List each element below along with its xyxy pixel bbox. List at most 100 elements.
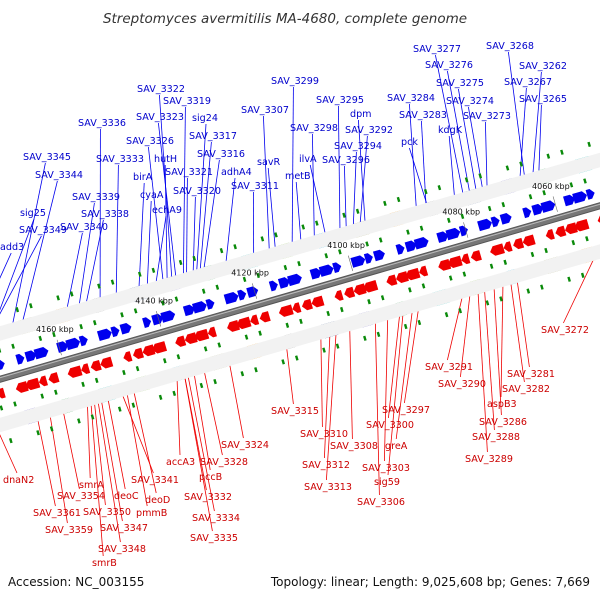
gene-label-forward[interactable]: SAV_3274 (446, 96, 494, 107)
gene-label-reverse[interactable]: pccB (199, 472, 222, 483)
gene-label-reverse[interactable]: pmmB (136, 508, 167, 519)
gene-label-reverse[interactable]: SAV_3282 (502, 384, 550, 395)
gene-label-forward[interactable]: SAV_3336 (78, 118, 126, 129)
gene-label-forward[interactable]: echA9 (152, 205, 182, 216)
gene-label-reverse[interactable]: SAV_3291 (425, 362, 473, 373)
gene-label-forward[interactable]: SAV_3323 (136, 112, 184, 123)
gene-label-reverse[interactable]: smrB (92, 558, 117, 569)
gene-label-forward[interactable]: SAV_3265 (519, 94, 567, 105)
gene-label-reverse[interactable]: deoC (114, 491, 139, 502)
gene-label-forward[interactable]: adhA4 (221, 167, 252, 178)
map-title: Streptomyces avermitilis MA-4680, comple… (103, 11, 467, 27)
gene-label-forward[interactable]: SAV_3340 (60, 222, 108, 233)
track-tick (444, 312, 449, 318)
gene-label-reverse[interactable]: SAV_3359 (45, 525, 93, 536)
gene-label-forward[interactable]: SAV_3320 (173, 186, 221, 197)
gene-label-reverse[interactable]: SAV_3335 (190, 533, 238, 544)
gene-label-forward[interactable]: hutH (154, 154, 177, 165)
gene-label-forward[interactable]: kdgK (438, 125, 463, 136)
gene-label-reverse[interactable]: greA (385, 441, 408, 452)
gene-label-forward[interactable]: SAV_3339 (72, 192, 120, 203)
gene-label-forward[interactable]: cyaA (140, 190, 164, 201)
gene-label-forward[interactable]: SAV_3262 (519, 61, 567, 72)
gene-label-reverse[interactable]: sig59 (374, 477, 400, 488)
gene-label-forward[interactable]: SAV_3311 (231, 181, 279, 192)
gene-label-reverse[interactable]: SAV_3324 (221, 440, 269, 451)
gene-label-forward[interactable]: SAV_3345 (23, 152, 71, 163)
track-tick (378, 237, 383, 243)
gene-label-forward[interactable]: SAV_3333 (96, 154, 144, 165)
gene-label-forward[interactable]: SAV_3292 (345, 125, 393, 136)
gene-label-reverse[interactable]: dnaN2 (3, 475, 34, 486)
gene-label-reverse[interactable]: SAV_3300 (366, 420, 414, 431)
gene-label-forward[interactable]: SAV_3268 (486, 41, 534, 52)
gene-label-forward[interactable]: SAV_3326 (126, 136, 174, 147)
gene-label-forward[interactable]: ilvA (299, 154, 317, 165)
gene-label-forward[interactable]: SAV_3322 (137, 84, 185, 95)
gene-label-reverse[interactable]: smrA (79, 480, 104, 491)
gene-label-forward[interactable]: SAV_3267 (504, 77, 552, 88)
gene-label-forward[interactable]: savR (257, 157, 281, 168)
gene-label-forward[interactable]: sig25 (20, 208, 46, 219)
gene-label-forward[interactable]: SAV_3298 (290, 123, 338, 134)
gene-label-forward[interactable]: SAV_3317 (189, 131, 237, 142)
gene-label-forward[interactable]: SAV_3273 (463, 111, 511, 122)
gene-label-reverse[interactable]: SAV_3312 (302, 460, 350, 471)
gene-label-reverse[interactable]: aspB3 (487, 399, 517, 410)
gene-label-reverse[interactable]: SAV_3328 (200, 457, 248, 468)
gene-label-reverse[interactable]: SAV_3348 (98, 544, 146, 555)
gene-label-forward[interactable]: SAV_3299 (271, 76, 319, 87)
gene-label-reverse[interactable]: deoD (145, 495, 170, 506)
gene-label-reverse[interactable]: SAV_3361 (33, 508, 81, 519)
gene-label-forward[interactable]: SAV_3319 (163, 96, 211, 107)
gene-label-forward[interactable]: SAV_3316 (197, 149, 245, 160)
gene-label-forward[interactable]: metB (285, 171, 311, 182)
gene-label-forward[interactable]: SAV_3294 (334, 141, 382, 152)
gene-label-reverse[interactable]: SAV_3306 (357, 497, 405, 508)
gene-label-forward[interactable]: add3 (0, 242, 24, 253)
gene-label-reverse[interactable]: SAV_3308 (330, 441, 378, 452)
reverse-gene-arrow (278, 304, 294, 317)
gene-label-reverse[interactable]: accA3 (166, 457, 195, 468)
label-connector-line (538, 104, 542, 182)
gene-label-forward[interactable]: SAV_3307 (241, 105, 289, 116)
gene-label-reverse[interactable]: SAV_3303 (362, 463, 410, 474)
gene-label-forward[interactable]: SAV_3296 (322, 155, 370, 166)
gene-label-reverse[interactable]: SAV_3341 (131, 475, 179, 486)
gene-label-forward[interactable]: birA (133, 172, 153, 183)
label-connector-line (148, 146, 165, 291)
gene-label-reverse[interactable]: SAV_3350 (83, 507, 131, 518)
gene-label-reverse[interactable]: SAV_3334 (192, 513, 240, 524)
gene-label-reverse[interactable]: SAV_3332 (184, 492, 232, 503)
gene-label-reverse[interactable]: SAV_3289 (465, 454, 513, 465)
label-connector-line (48, 406, 68, 524)
gene-label-forward[interactable]: SAV_3349 (19, 225, 67, 236)
gene-label-reverse[interactable]: SAV_3288 (472, 432, 520, 443)
gene-label-forward[interactable]: SAV_3338 (81, 209, 129, 220)
gene-label-reverse[interactable]: SAV_3354 (57, 491, 105, 502)
gene-label-reverse[interactable]: SAV_3297 (382, 405, 430, 416)
gene-label-reverse[interactable]: SAV_3290 (438, 379, 486, 390)
gene-label-forward[interactable]: SAV_3295 (316, 95, 364, 106)
gene-label-forward[interactable]: SAV_3277 (413, 44, 461, 55)
track-tick (571, 240, 576, 246)
gene-label-reverse[interactable]: SAV_3286 (479, 417, 527, 428)
gene-label-reverse[interactable]: SAV_3310 (300, 429, 348, 440)
gene-label-forward[interactable]: SAV_3321 (165, 167, 213, 178)
gene-label-reverse[interactable]: SAV_3315 (271, 406, 319, 417)
gene-label-reverse[interactable]: SAV_3272 (541, 325, 589, 336)
gene-label-forward[interactable]: sig24 (192, 113, 218, 124)
gene-label-reverse[interactable]: SAV_3281 (507, 369, 555, 380)
gene-label-forward[interactable]: SAV_3276 (425, 60, 473, 71)
label-connector-line (96, 392, 121, 543)
track-tick (487, 205, 492, 212)
gene-label-forward[interactable]: SAV_3344 (35, 170, 83, 181)
gene-label-forward[interactable]: pck (401, 137, 418, 148)
gene-label-forward[interactable]: SAV_3283 (399, 110, 447, 121)
label-connector-line (477, 282, 488, 453)
gene-label-reverse[interactable]: SAV_3347 (100, 523, 148, 534)
gene-label-forward[interactable]: SAV_3284 (387, 93, 435, 104)
gene-label-forward[interactable]: dpm (350, 109, 372, 120)
gene-label-reverse[interactable]: SAV_3313 (304, 482, 352, 493)
gene-label-forward[interactable]: SAV_3275 (436, 78, 484, 89)
